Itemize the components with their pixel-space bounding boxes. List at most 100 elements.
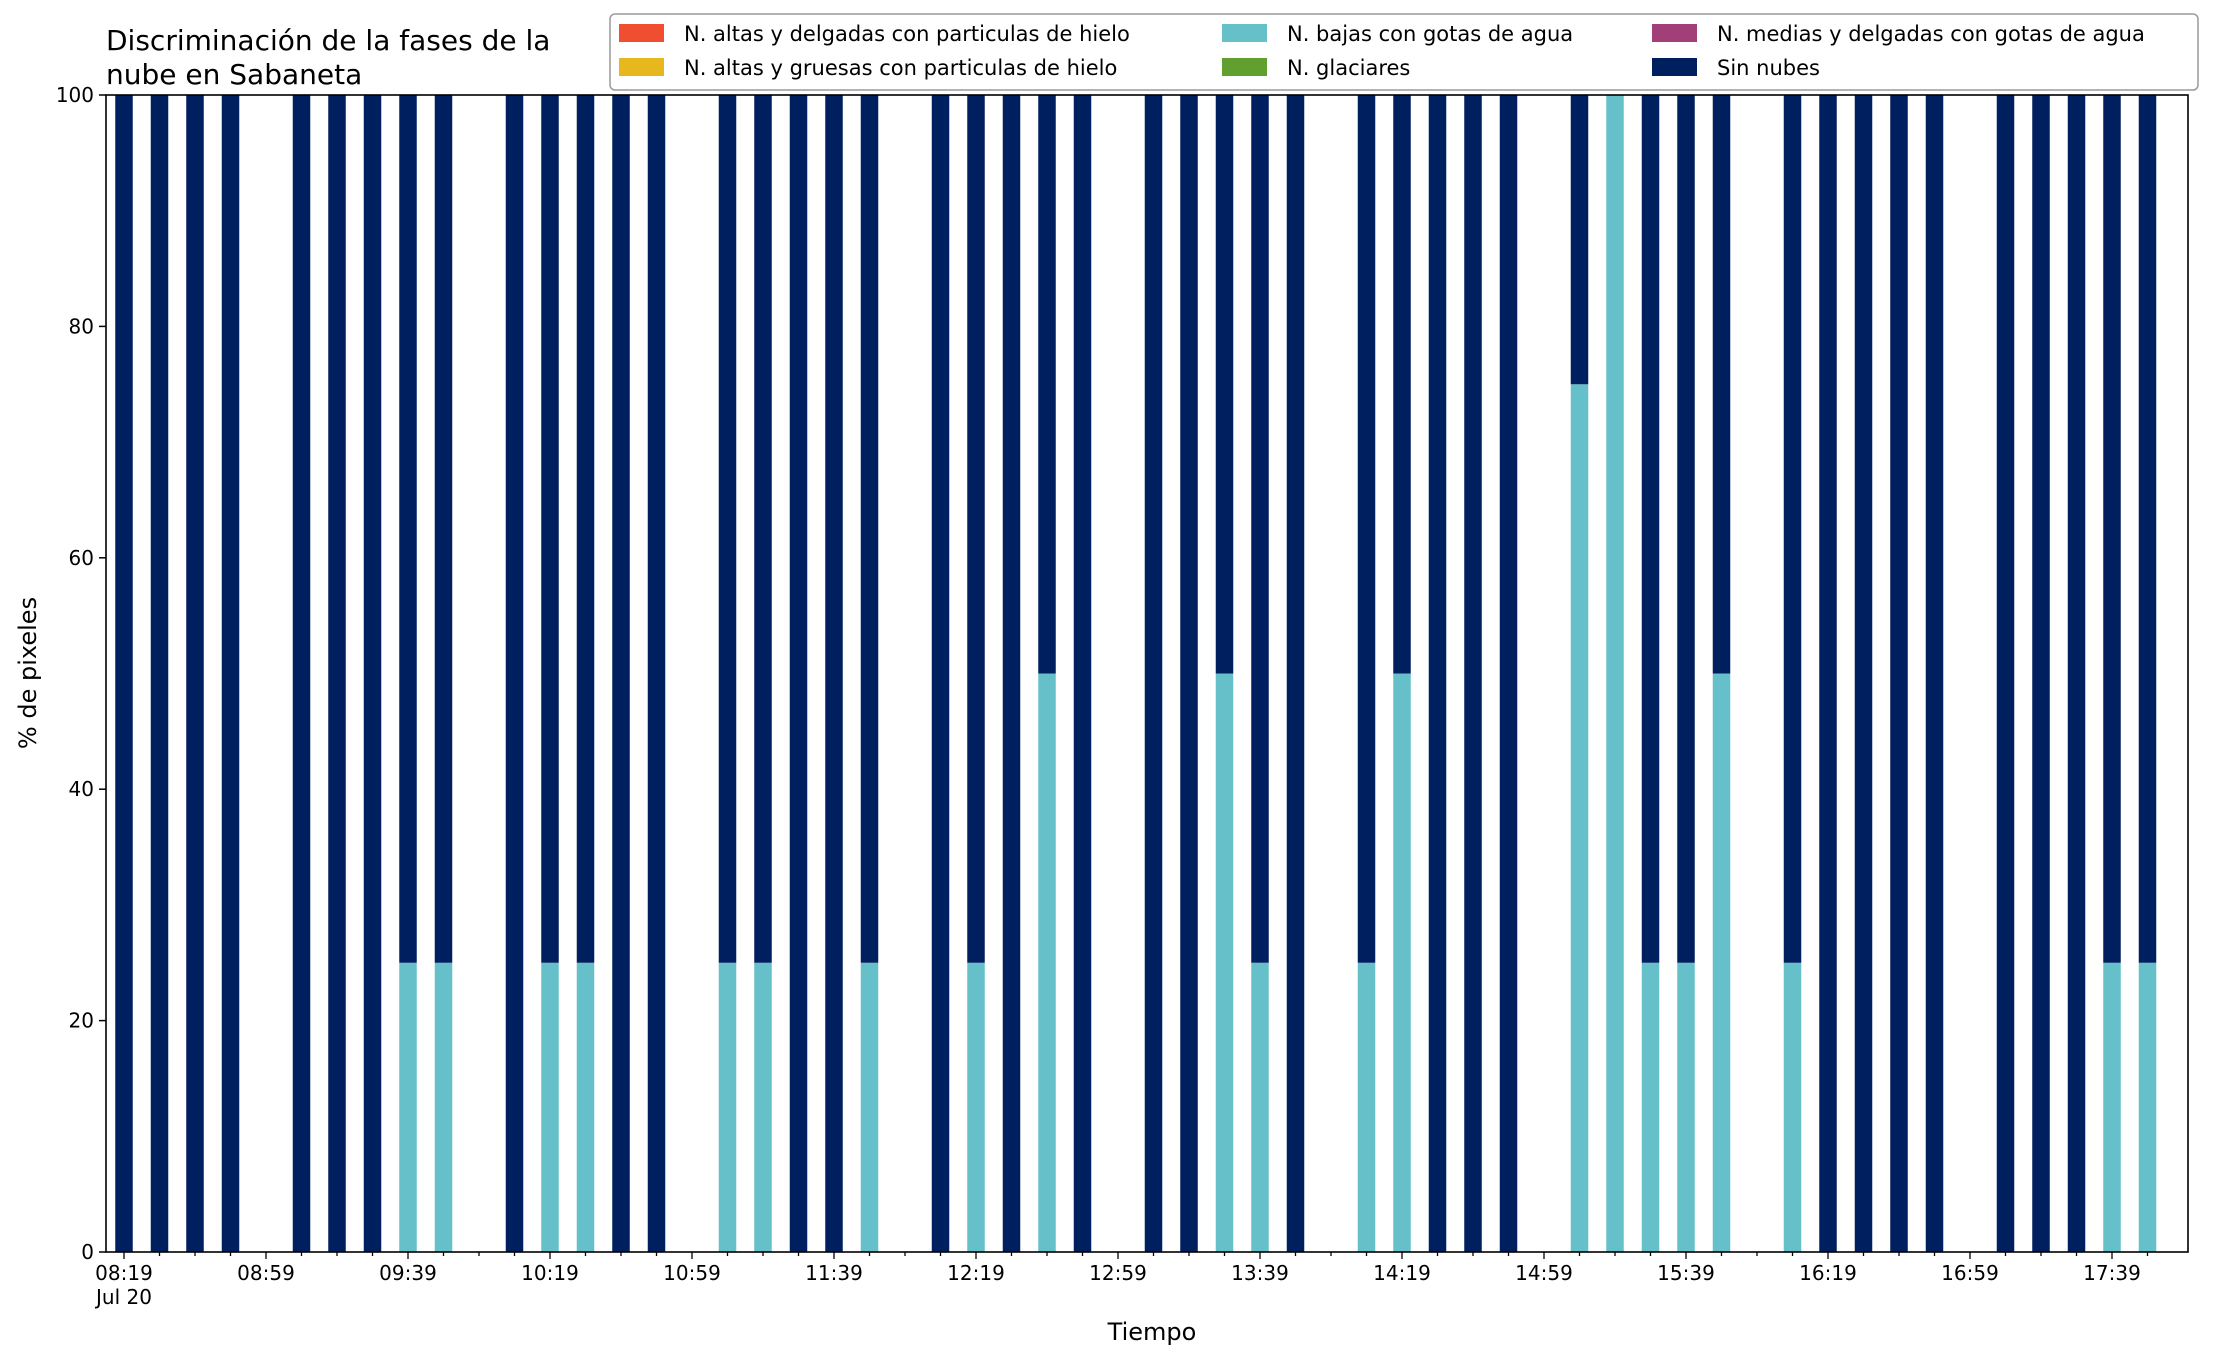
bar-segment-sin-nubes bbox=[363, 95, 382, 1252]
bar-stack bbox=[1499, 95, 1518, 1252]
bar-stack bbox=[1890, 95, 1908, 1252]
bar-stack bbox=[1144, 95, 1163, 1252]
y-tick-label: 40 bbox=[69, 777, 94, 801]
x-tick-label: 16:19 bbox=[1799, 1261, 1857, 1285]
bar-segment-sin-nubes bbox=[328, 95, 346, 1252]
x-tick-label: 17:39 bbox=[2083, 1261, 2141, 1285]
bar-segment-sin-nubes bbox=[860, 95, 879, 963]
y-tick-label: 80 bbox=[69, 314, 94, 338]
bar-segment-sin-nubes bbox=[2032, 95, 2050, 1252]
x-tick-label: 15:39 bbox=[1657, 1261, 1715, 1285]
bar-stack bbox=[2032, 95, 2050, 1252]
bar-segment-bajas bbox=[2103, 962, 2121, 1252]
bar-segment-sin-nubes bbox=[1677, 95, 1695, 963]
bar-segment-bajas bbox=[399, 962, 417, 1252]
y-axis: 0 20 40 60 80 100 bbox=[56, 83, 106, 1264]
bar-stack bbox=[931, 95, 950, 1252]
bar-segment-sin-nubes bbox=[541, 95, 559, 963]
bar-stack bbox=[1251, 95, 1269, 1252]
bar-segment-bajas bbox=[967, 962, 985, 1252]
bar-stack bbox=[1215, 95, 1234, 1252]
bar-segment-bajas bbox=[1677, 962, 1695, 1252]
bar-stack bbox=[1002, 95, 1021, 1252]
bar-stack bbox=[186, 95, 204, 1252]
legend-entry: N. bajas con gotas de agua bbox=[1222, 22, 1573, 46]
bar-segment-sin-nubes bbox=[2067, 95, 2086, 1252]
legend-label: N. altas y gruesas con particulas de hie… bbox=[684, 56, 1117, 80]
bar-stack bbox=[1925, 95, 1944, 1252]
bar-segment-sin-nubes bbox=[1393, 95, 1411, 674]
x-tick-label: 10:19 bbox=[521, 1261, 579, 1285]
bar-stack bbox=[1641, 95, 1660, 1252]
bar-segment-bajas bbox=[1038, 673, 1056, 1252]
bar-stack bbox=[754, 95, 772, 1252]
legend-swatch bbox=[619, 58, 664, 76]
legend-label: N. altas y delgadas con particulas de hi… bbox=[684, 22, 1130, 46]
legend-box bbox=[609, 13, 2199, 91]
bar-stack bbox=[576, 95, 595, 1252]
legend-entry: N. altas y gruesas con particulas de hie… bbox=[619, 56, 1117, 80]
x-tick-label: 09:39 bbox=[379, 1261, 437, 1285]
bar-stack bbox=[2067, 95, 2086, 1252]
bar-stack bbox=[292, 95, 311, 1252]
x-tick-label: 10:59 bbox=[663, 1261, 721, 1285]
bar-segment-sin-nubes bbox=[576, 95, 595, 963]
bar-segment-sin-nubes bbox=[1002, 95, 1021, 1252]
x-tick-label: 11:39 bbox=[805, 1261, 863, 1285]
x-tick-sublabel: Jul 20 bbox=[94, 1285, 152, 1309]
bar-segment-sin-nubes bbox=[1996, 95, 2015, 1252]
bar-stack bbox=[718, 95, 737, 1252]
bar-segment-sin-nubes bbox=[1570, 95, 1589, 385]
bar-stack bbox=[967, 95, 985, 1252]
bar-segment-sin-nubes bbox=[1428, 95, 1447, 1252]
bar-segment-bajas bbox=[1393, 673, 1411, 1252]
bar-stack bbox=[1428, 95, 1447, 1252]
bar-segment-sin-nubes bbox=[967, 95, 985, 963]
legend-swatch bbox=[1652, 58, 1697, 76]
bar-segment-sin-nubes bbox=[1038, 95, 1056, 674]
legend-label: Sin nubes bbox=[1717, 56, 1820, 80]
legend-entry: N. medias y delgadas con gotas de agua bbox=[1652, 22, 2145, 46]
bar-segment-sin-nubes bbox=[612, 95, 630, 1252]
chart-title-line1: Discriminación de la fases de la bbox=[106, 24, 550, 57]
bar-segment-sin-nubes bbox=[789, 95, 808, 1252]
bar-segment-sin-nubes bbox=[1641, 95, 1660, 963]
bar-segment-sin-nubes bbox=[115, 95, 133, 1252]
bar-segment-bajas bbox=[718, 962, 737, 1252]
bar-segment-bajas bbox=[2138, 962, 2157, 1252]
y-tick-label: 60 bbox=[69, 546, 94, 570]
bar-segment-bajas bbox=[1251, 962, 1269, 1252]
bar-stack bbox=[221, 95, 240, 1252]
bars-layer bbox=[115, 95, 2157, 1252]
bar-segment-bajas bbox=[1712, 673, 1731, 1252]
legend: N. altas y delgadas con particulas de hi… bbox=[609, 13, 2199, 91]
bar-segment-sin-nubes bbox=[931, 95, 950, 1252]
bar-segment-sin-nubes bbox=[1499, 95, 1518, 1252]
bar-segment-bajas bbox=[1570, 384, 1589, 1252]
bar-stack bbox=[434, 95, 453, 1252]
x-tick-label: 08:19 bbox=[95, 1261, 153, 1285]
legend-label: N. medias y delgadas con gotas de agua bbox=[1717, 22, 2145, 46]
bar-segment-bajas bbox=[1357, 962, 1376, 1252]
chart-title-line2: nube en Sabaneta bbox=[106, 58, 362, 91]
bar-segment-bajas bbox=[1641, 962, 1660, 1252]
bar-stack bbox=[860, 95, 879, 1252]
bar-segment-bajas bbox=[541, 962, 559, 1252]
bar-segment-sin-nubes bbox=[505, 95, 524, 1252]
bar-segment-sin-nubes bbox=[1144, 95, 1163, 1252]
bar-stack bbox=[789, 95, 808, 1252]
bar-segment-sin-nubes bbox=[1890, 95, 1908, 1252]
bar-stack bbox=[1606, 95, 1624, 1252]
bar-stack bbox=[1819, 95, 1837, 1252]
bar-segment-sin-nubes bbox=[434, 95, 453, 963]
bar-segment-sin-nubes bbox=[1251, 95, 1269, 963]
bar-segment-sin-nubes bbox=[150, 95, 169, 1252]
bar-segment-bajas bbox=[860, 962, 879, 1252]
bar-segment-bajas bbox=[1606, 95, 1624, 1252]
bar-segment-sin-nubes bbox=[399, 95, 417, 963]
bar-segment-sin-nubes bbox=[1464, 95, 1482, 1252]
bar-stack bbox=[1073, 95, 1092, 1252]
bar-segment-bajas bbox=[434, 962, 453, 1252]
x-tick-label: 16:59 bbox=[1941, 1261, 1999, 1285]
